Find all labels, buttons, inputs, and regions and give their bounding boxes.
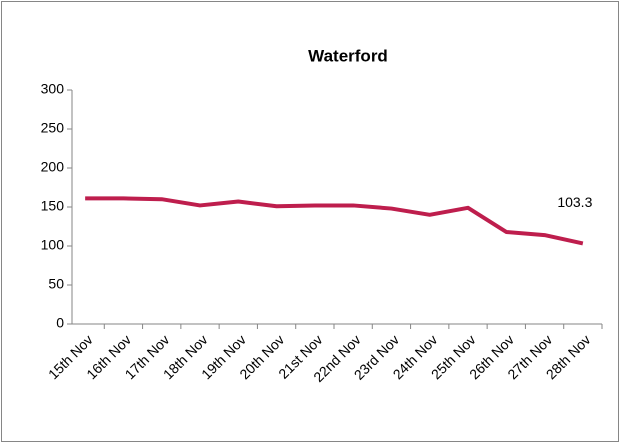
y-tick-label: 300: [41, 81, 65, 97]
chart-title: Waterford: [308, 46, 388, 65]
y-tick-label: 100: [41, 237, 65, 253]
data-label: 103.3: [557, 194, 592, 210]
y-tick-label: 150: [41, 198, 65, 214]
y-tick-label: 0: [56, 315, 64, 331]
y-tick-label: 250: [41, 120, 65, 136]
y-tick-label: 200: [41, 159, 65, 175]
line: [85, 196, 584, 246]
y-tick-label: 50: [48, 276, 64, 292]
